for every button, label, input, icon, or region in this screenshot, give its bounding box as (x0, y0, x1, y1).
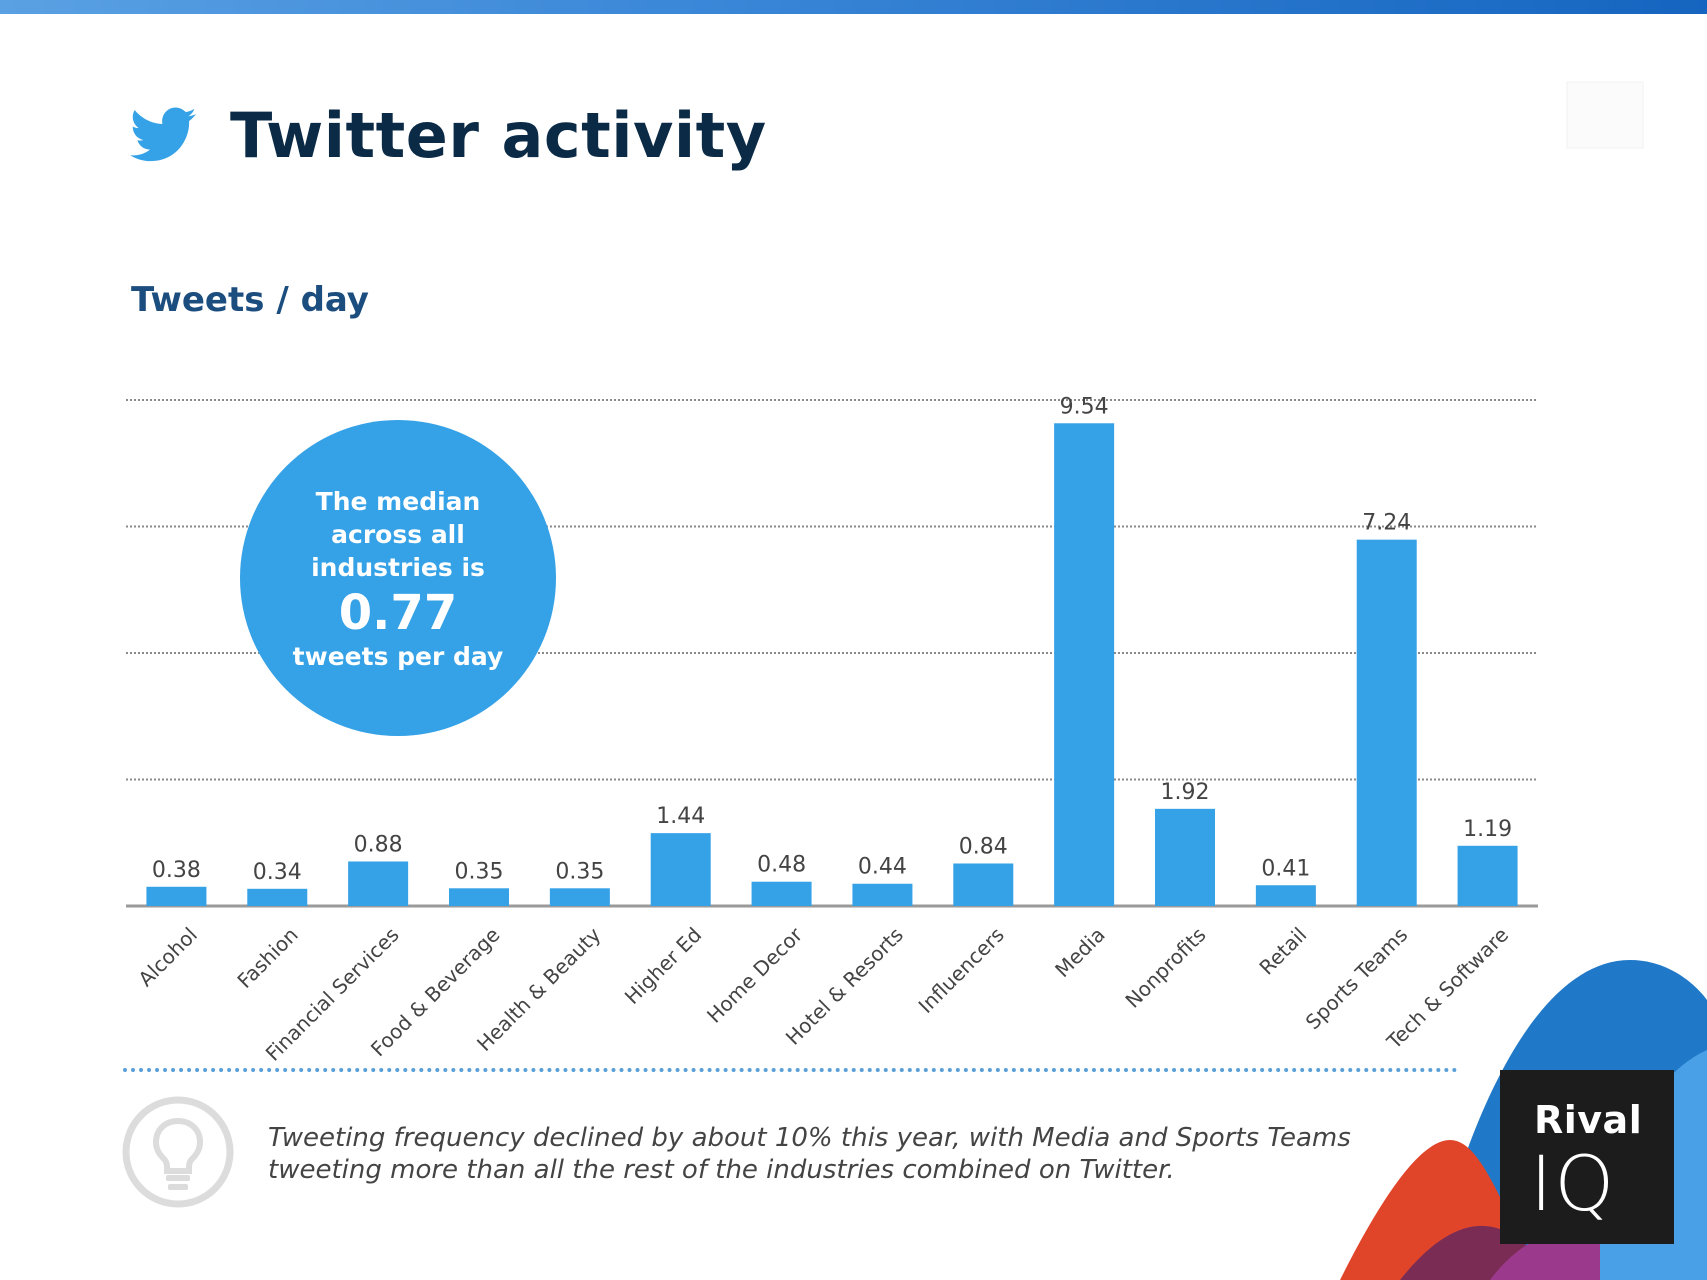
bar-media (1054, 423, 1115, 906)
bar-nonprofits (1155, 808, 1215, 906)
bar-value-label: 0.35 (555, 859, 604, 884)
bar-alcohol (146, 886, 207, 906)
bar-value-label: 0.41 (1261, 856, 1310, 881)
insight-text: Tweeting frequency declined by about 10%… (268, 1123, 1351, 1185)
bar-hotel-resorts (852, 883, 913, 906)
bar-value-label: 0.88 (354, 832, 403, 857)
bar-value-label: 1.44 (656, 804, 705, 829)
category-label: Higher Ed (620, 923, 706, 1009)
bar-value-label: 0.34 (253, 860, 302, 885)
bar-retail (1255, 885, 1316, 906)
bar-influencers (953, 863, 1014, 906)
bar-tech-software (1457, 845, 1518, 906)
bar-value-label: 0.38 (152, 858, 201, 883)
section-divider (123, 1068, 1458, 1072)
logo-text-iq: IQ (1530, 1139, 1617, 1228)
bar-value-label: 0.44 (858, 855, 907, 880)
bar-health-beauty (549, 888, 610, 906)
rival-iq-logo: Rival IQ (1500, 1070, 1674, 1244)
category-label: Influencers (914, 923, 1009, 1018)
bar-value-label: 0.35 (455, 859, 504, 884)
bar-value-label: 0.84 (959, 834, 1008, 859)
lightbulb-icon (122, 1096, 234, 1208)
bar-food-beverage (449, 888, 509, 906)
category-label: Fashion (232, 923, 302, 993)
twitter-bird-icon (130, 107, 196, 162)
chart-subtitle: Tweets / day (131, 280, 369, 320)
page-header: Twitter activity (130, 95, 767, 175)
page-title: Twitter activity (230, 98, 767, 172)
bar-financial-services (348, 861, 409, 906)
median-callout-unit: tweets per day (292, 641, 504, 671)
bar-fashion (247, 888, 308, 906)
top-accent-bar (0, 0, 1707, 14)
median-callout: The median across all industries is 0.77… (240, 420, 556, 736)
logo-text-rival: Rival (1534, 1098, 1643, 1142)
category-label: Home Decor (702, 922, 808, 1028)
median-callout-value: 0.77 (338, 584, 458, 641)
bar-value-label: 0.48 (757, 853, 806, 878)
category-label: Nonprofits (1120, 923, 1210, 1013)
faint-corner-mark (1566, 81, 1644, 149)
median-callout-text: The median across all industries is (311, 486, 485, 582)
category-label: Retail (1254, 923, 1311, 980)
category-label: Media (1050, 923, 1109, 982)
bar-home-decor (751, 881, 812, 906)
bar-value-label: 1.92 (1161, 780, 1210, 805)
bar-sports-teams (1356, 539, 1417, 906)
bar-value-label: 7.24 (1362, 511, 1411, 536)
category-label: Alcohol (133, 923, 202, 992)
bar-value-label: 9.54 (1060, 394, 1109, 419)
bar-higher-ed (650, 833, 711, 906)
bar-value-label: 1.19 (1463, 817, 1512, 842)
